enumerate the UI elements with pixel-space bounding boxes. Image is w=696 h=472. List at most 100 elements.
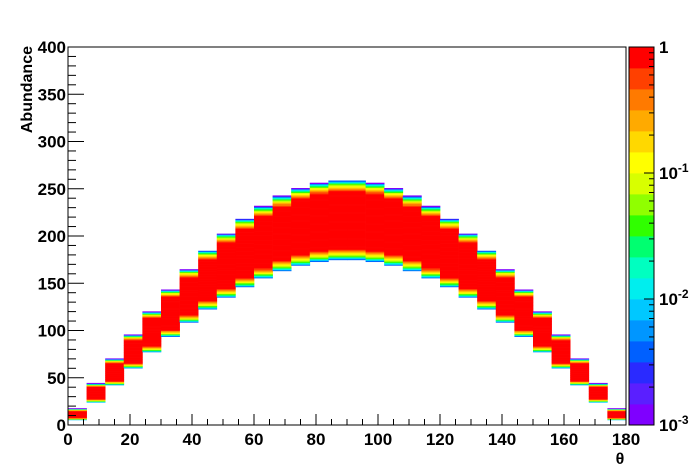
- heatmap-cell-781: [291, 192, 311, 194]
- heatmap-cell-1014: [347, 203, 366, 205]
- heatmap-cell-616: [254, 210, 273, 212]
- heatmap-cell-1710: [514, 293, 534, 295]
- heatmap-cell-370: [198, 267, 218, 269]
- heatmap-cell-1788: [551, 355, 571, 357]
- heatmap-cell-1496: [458, 252, 478, 254]
- heatmap-cell-572: [254, 250, 273, 252]
- heatmap-cell-1487: [458, 260, 478, 262]
- heatmap-cell-708: [291, 260, 311, 262]
- heatmap-cell-929: [328, 204, 348, 206]
- heatmap-cell-1573: [477, 263, 497, 265]
- heatmap-cell-142: [142, 349, 162, 351]
- heatmap-cell-1661: [514, 331, 534, 333]
- heatmap-cell-1763: [533, 316, 552, 318]
- heatmap-cell-773: [291, 200, 311, 202]
- heatmap-cell-1735: [533, 337, 552, 339]
- heatmap-cell-954: [328, 180, 348, 182]
- heatmap-cell-699: [272, 199, 292, 201]
- heatmap-cell-1599: [495, 313, 515, 315]
- heatmap-cell-1171: [384, 219, 404, 221]
- heatmap-cell-622: [272, 269, 292, 272]
- heatmap-cell-598: [254, 226, 273, 228]
- heatmap-cell-263: [179, 315, 199, 317]
- heatmap-cell-1304: [421, 262, 441, 264]
- heatmap-cell-1439: [440, 223, 459, 225]
- heatmap-cell-467: [235, 284, 255, 286]
- heatmap-cell-228: [161, 309, 180, 311]
- heatmap-cell-1238: [402, 240, 422, 242]
- heatmap-cell-255: [179, 321, 199, 323]
- heatmap-cell-293: [179, 290, 199, 293]
- heatmap-cell-430: [216, 262, 236, 265]
- heatmap-cell-1840: [570, 370, 590, 372]
- heatmap-cell-680: [272, 216, 292, 218]
- heatmap-cell-378: [198, 260, 218, 262]
- heatmap-cell-501: [235, 254, 255, 256]
- heatmap-cell-858: [309, 193, 329, 196]
- heatmap-cell-1398: [440, 259, 459, 261]
- heatmap-cell-849: [309, 202, 329, 204]
- heatmap-cell-28: [86, 396, 106, 398]
- heatmap-cell-909: [328, 223, 348, 225]
- heatmap-cell-1463: [458, 280, 478, 283]
- heatmap-cell-1909: [607, 408, 627, 410]
- heatmap-cell-1636: [495, 283, 515, 285]
- heatmap-cell-254: [161, 289, 180, 291]
- heatmap-cell-772: [291, 201, 311, 203]
- heatmap-cell-1101: [365, 202, 385, 204]
- heatmap-cell-707: [291, 261, 311, 263]
- heatmap-cell-581: [254, 241, 273, 244]
- heatmap-cell-1350: [421, 221, 441, 223]
- heatmap-cell-1322: [421, 246, 441, 248]
- heatmap-cell-459: [216, 237, 236, 240]
- heatmap-cell-1760: [533, 318, 552, 320]
- heatmap-cell-782: [291, 191, 311, 194]
- heatmap-cell-646: [272, 247, 292, 250]
- heatmap-cell-546: [254, 273, 273, 275]
- heatmap-cell-366: [198, 270, 218, 272]
- heatmap-cell-1038: [347, 180, 366, 182]
- heatmap-cell-1520: [477, 307, 497, 309]
- heatmap-cell-873: [328, 257, 348, 259]
- heatmap-cell-1373: [440, 281, 459, 283]
- heatmap-cell-398: [216, 290, 236, 292]
- heatmap-cell-1857: [570, 359, 590, 361]
- heatmap-cell-30: [86, 395, 106, 397]
- heatmap-cell-377: [198, 261, 218, 263]
- heatmap-cell-12: [68, 412, 87, 414]
- heatmap-cell-316: [179, 272, 199, 274]
- heatmap-cell-1687: [514, 311, 534, 313]
- heatmap-cell-256: [179, 320, 199, 322]
- heatmap-cell-1082: [365, 220, 385, 222]
- heatmap-cell-1692: [514, 307, 534, 309]
- heatmap-cell-1597: [495, 315, 515, 317]
- heatmap-cell-368: [198, 269, 218, 271]
- heatmap-cell-1566: [477, 269, 497, 271]
- heatmap-cell-1854: [570, 361, 590, 363]
- heatmap-cell-1413: [440, 246, 459, 248]
- heatmap-cell-1641: [495, 279, 515, 281]
- heatmap-cell-1197: [384, 195, 404, 197]
- heatmap-cell-1294: [421, 271, 441, 273]
- heatmap-cell-735: [291, 235, 311, 237]
- heatmap-cell-1670: [514, 324, 534, 326]
- heatmap-cell-1343: [421, 227, 441, 229]
- heatmap-cell-405: [216, 284, 236, 286]
- heatmap-cell-739: [291, 231, 311, 234]
- heatmap-cell-231: [161, 307, 180, 309]
- colorbar-segment-13: [629, 131, 654, 153]
- heatmap-cell-1411: [440, 248, 459, 250]
- heatmap-cell-18: [68, 408, 87, 410]
- heatmap-cell-1186: [384, 205, 404, 207]
- heatmap-cell-317: [179, 271, 199, 273]
- heatmap-cell-274: [179, 306, 199, 308]
- heatmap-cell-1462: [458, 281, 478, 284]
- heatmap-cell-1402: [440, 255, 459, 258]
- heatmap-cell-1085: [365, 217, 385, 219]
- heatmap-cell-975: [347, 240, 366, 242]
- heatmap-cell-1143: [384, 245, 404, 248]
- heatmap-cell-1638: [495, 282, 515, 284]
- heatmap-cell-776: [291, 197, 311, 199]
- heatmap-cell-741: [291, 229, 311, 232]
- heatmap-cell-1359: [421, 212, 441, 215]
